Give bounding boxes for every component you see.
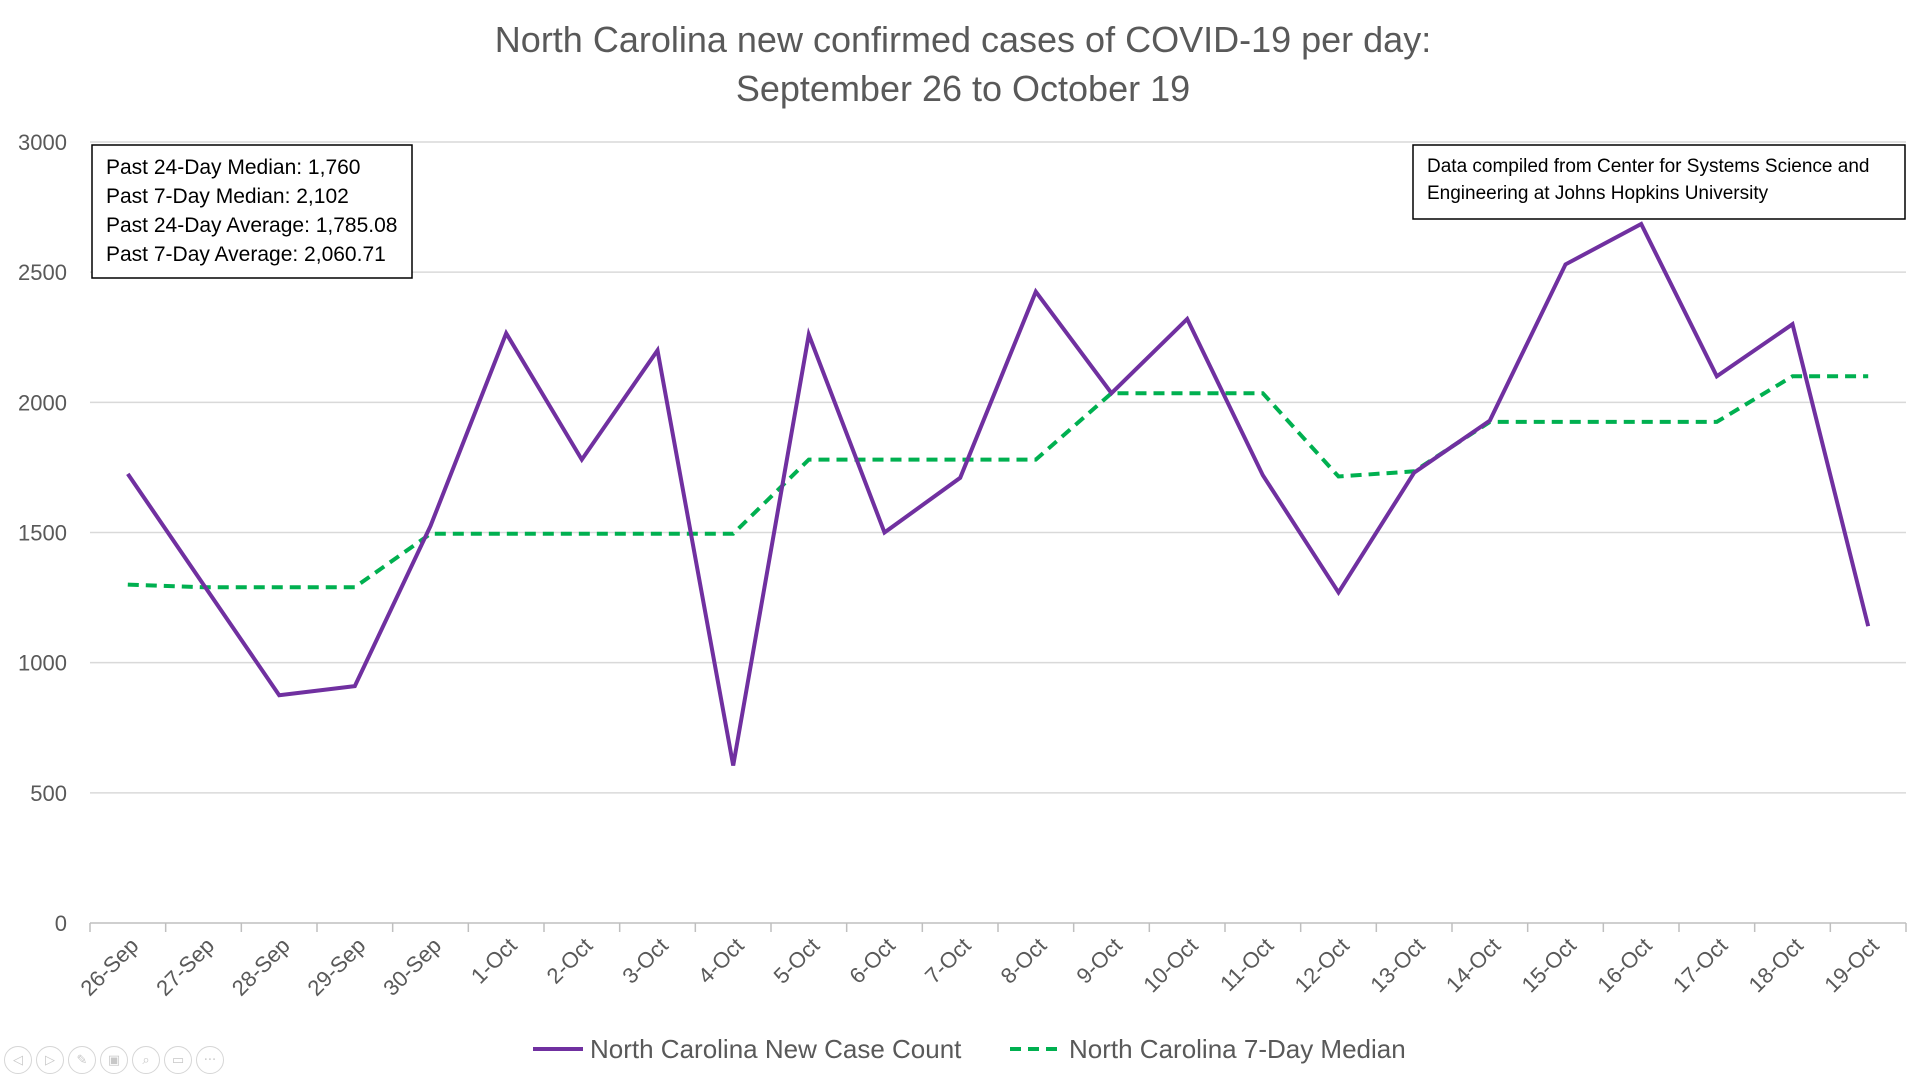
x-tick-label: 18-Oct [1744,933,1808,997]
source-box-frame [1412,144,1906,220]
stats-line: Past 24-Day Average: 1,785.08 [106,214,397,237]
prev-icon[interactable]: ◁ [4,1046,32,1074]
next-icon[interactable]: ▷ [36,1046,64,1074]
legend-label-median: North Carolina 7-Day Median [1069,1034,1406,1064]
x-tick-label: 27-Sep [151,933,219,1001]
chart-title-line-1: North Carolina new confirmed cases of CO… [495,19,1431,60]
series-line-new-case-count [126,221,1871,766]
x-tick-label: 17-Oct [1668,933,1732,997]
x-tick-label: 7-Oct [920,933,976,989]
pen-icon[interactable]: ✎ [68,1046,96,1074]
y-tick-label: 2500 [18,260,67,285]
x-tick-label: 28-Sep [227,933,295,1001]
stats-annotation-box: Past 24-Day Median: 1,760 Past 7-Day Med… [91,144,413,279]
x-tick-label: 4-Oct [693,933,749,989]
chart-title: North Carolina new confirmed cases of CO… [495,19,1431,109]
x-tick-label: 5-Oct [769,933,825,989]
y-tick-label: 1000 [18,651,67,676]
x-tick-label: 10-Oct [1138,933,1202,997]
series-line-7-day-median [127,374,1869,590]
y-tick-label: 0 [55,911,67,936]
y-tick-label: 3000 [18,130,67,155]
x-tick-label: 19-Oct [1819,933,1883,997]
source-line: Data compiled from Center for Systems Sc… [1427,156,1869,177]
x-tick-label: 30-Sep [378,933,446,1001]
more-icon[interactable]: ··· [196,1046,224,1074]
source-annotation-box: Data compiled from Center for Systems Sc… [1412,144,1906,220]
y-tick-label: 2000 [18,390,67,415]
x-axis-ticks: 26-Sep 27-Sep 28-Sep 29-Sep 30-Sep 1-Oct 2-Oct… [76,933,1884,1001]
x-tick-label: 13-Oct [1365,933,1429,997]
x-tick-label: 11-Oct [1215,933,1278,996]
y-axis-ticks: 0 500 1000 1500 2000 2500 3000 [18,130,67,936]
stats-box-frame [91,144,413,279]
x-tick-label: 8-Oct [996,933,1052,989]
x-tick-label: 1-Oct [466,933,522,989]
x-tick-label: 2-Oct [542,933,598,989]
x-tick-label: 16-Oct [1592,933,1656,997]
subtitles-icon[interactable]: ▭ [164,1046,192,1074]
source-line: Engineering at Johns Hopkins University [1427,183,1769,204]
legend: North Carolina New Case Count North Caro… [533,1034,1406,1064]
x-tick-label: 3-Oct [617,933,673,989]
zoom-icon[interactable]: ⌕ [132,1046,160,1074]
x-tick-label: 14-Oct [1441,933,1505,997]
stats-line: Past 24-Day Median: 1,760 [106,156,360,179]
slideshow-toolbar: ◁ ▷ ✎ ▣ ⌕ ▭ ··· [4,1046,224,1074]
y-tick-label: 1500 [18,521,67,546]
x-tick-label: 6-Oct [844,933,900,989]
y-tick-label: 500 [30,781,67,806]
chart-title-line-2: September 26 to October 19 [736,68,1190,109]
x-tick-label: 15-Oct [1517,933,1581,997]
x-tick-label: 26-Sep [76,933,144,1001]
stats-line: Past 7-Day Median: 2,102 [106,185,349,208]
x-tick-label: 12-Oct [1290,933,1354,997]
stats-line: Past 7-Day Average: 2,060.71 [106,243,386,266]
series-lines [126,221,1871,766]
slides-icon[interactable]: ▣ [100,1046,128,1074]
x-tick-label: 29-Sep [303,933,371,1001]
x-tick-label: 9-Oct [1071,933,1127,989]
legend-label-case-count: North Carolina New Case Count [590,1034,962,1064]
